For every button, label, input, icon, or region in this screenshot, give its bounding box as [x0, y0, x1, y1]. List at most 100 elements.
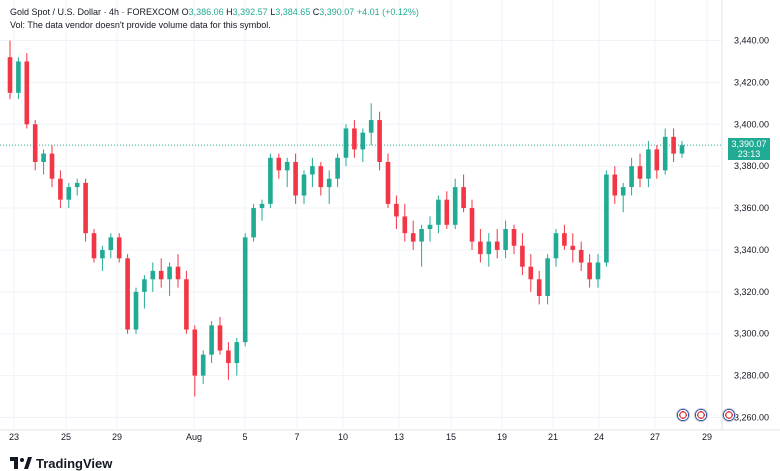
candle: [310, 157, 315, 188]
candle: [377, 111, 382, 171]
grid-layer: [0, 0, 780, 431]
candle: [175, 254, 181, 288]
x-tick-label: 29: [112, 432, 122, 442]
us-flag-event-icon[interactable]: [694, 408, 708, 422]
x-tick-label: 15: [446, 432, 456, 442]
y-tick-label: 3,280.00: [734, 371, 769, 381]
x-tick-label: 23: [9, 432, 19, 442]
candle: [662, 128, 668, 175]
candle: [427, 216, 433, 242]
y-tick-label: 3,420.00: [734, 77, 769, 87]
candle: [503, 220, 508, 259]
candle: [511, 224, 517, 255]
close-value: 3,390.07: [319, 7, 355, 17]
x-tick-label: 29: [702, 432, 712, 442]
candle: [604, 170, 609, 267]
candle: [150, 262, 156, 292]
candle: [74, 178, 80, 196]
brand-name: TradingView: [36, 455, 113, 471]
candle: [368, 103, 374, 146]
tradingview-logo[interactable]: TradingView: [10, 455, 113, 471]
candle: [24, 53, 30, 129]
candle: [66, 182, 72, 209]
candle: [335, 153, 340, 188]
candle: [469, 199, 475, 250]
candle: [679, 141, 685, 158]
candle: [142, 275, 147, 309]
low-value: 3,384.65: [275, 7, 311, 17]
candle: [301, 170, 307, 204]
candle: [326, 170, 332, 204]
candle: [133, 287, 139, 334]
bar-countdown: 23:13: [737, 149, 761, 159]
candle: [49, 145, 55, 188]
candle: [268, 153, 273, 209]
candle: [536, 270, 542, 305]
candle: [436, 195, 441, 234]
candle: [318, 161, 324, 196]
candle: [595, 254, 601, 288]
candle: [284, 157, 290, 188]
candle: [545, 254, 550, 305]
candle: [200, 350, 206, 385]
price-axis[interactable]: 3,260.00 3,280.00 3,300.00 3,320.00 3,340.00…: [734, 35, 769, 422]
x-tick-label: 27: [650, 432, 660, 442]
y-tick-label: 3,440.00: [734, 35, 769, 45]
candle: [410, 220, 416, 250]
candle: [226, 342, 231, 380]
candle: [100, 245, 105, 271]
candle: [385, 153, 391, 209]
y-tick-label: 3,400.00: [734, 119, 769, 129]
candle: [125, 254, 130, 334]
high-label: H: [226, 7, 233, 17]
candle: [276, 153, 282, 179]
candle: [612, 166, 618, 204]
us-flag-event-icon[interactable]: [676, 408, 690, 422]
x-tick-label: 21: [548, 432, 558, 442]
candle: [494, 229, 500, 259]
candle: [654, 145, 660, 179]
x-tick-label: 25: [61, 432, 71, 442]
symbol-label[interactable]: Gold Spot / U.S. Dollar · 4h · FOREXCOM: [10, 7, 180, 17]
time-axis[interactable]: 23 25 29 Aug 5 7 10 13 15 19 21 24 27 29: [9, 432, 712, 442]
candle: [242, 233, 248, 347]
candle: [32, 120, 38, 171]
x-tick-label: 13: [394, 432, 404, 442]
candle: [646, 141, 651, 188]
close-label: C: [312, 7, 320, 17]
candle: [184, 270, 189, 334]
candle: [41, 149, 46, 175]
legend-ohlc-row: Gold Spot / U.S. Dollar · 4h · FOREXCOM …: [10, 6, 419, 19]
candle: [452, 178, 458, 229]
candle: [570, 233, 576, 263]
candle: [352, 120, 357, 158]
y-tick-label: 3,320.00: [734, 287, 769, 297]
x-tick-label: 7: [294, 432, 299, 442]
candle: [461, 174, 466, 213]
candle: [520, 233, 525, 276]
last-price-value: 3,390.07: [731, 139, 767, 149]
y-tick-label: 3,380.00: [734, 161, 769, 171]
candle: [587, 254, 592, 288]
candle: [167, 262, 172, 297]
candle: [108, 233, 114, 259]
candle: [578, 241, 584, 271]
change-value: +4.01 (+0.12%): [356, 7, 419, 17]
candle: [620, 182, 626, 213]
volume-note: Vol: The data vendor doesn't provide vol…: [10, 20, 271, 30]
x-tick-label: 5: [242, 432, 247, 442]
candle: [83, 178, 88, 242]
candle: [58, 170, 63, 209]
y-tick-label: 3,360.00: [734, 203, 769, 213]
us-flag-event-icon[interactable]: [722, 408, 736, 422]
x-tick-label: Aug: [186, 432, 202, 442]
x-tick-label: 24: [594, 432, 604, 442]
candle: [629, 157, 634, 196]
candle: [234, 337, 240, 376]
y-tick-label: 3,300.00: [734, 329, 769, 339]
candle: [116, 233, 122, 263]
candle: [91, 229, 97, 263]
candle: [217, 316, 223, 355]
